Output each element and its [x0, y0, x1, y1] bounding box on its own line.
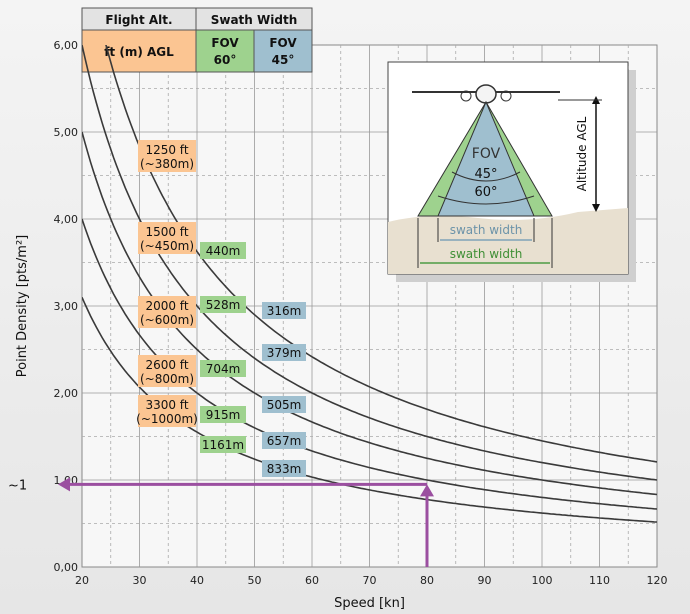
header-fov60-label: FOV [211, 36, 239, 50]
swath60-label: 440m [206, 244, 241, 258]
swath60-label: 1161m [202, 438, 244, 452]
altitude-label-box [138, 395, 196, 427]
header-flight-alt: Flight Alt. [105, 13, 172, 27]
altitude-label-m: (~1000m) [136, 412, 198, 426]
x-tick-label: 50 [248, 574, 262, 587]
altitude-label-m: (~600m) [140, 313, 194, 327]
x-tick-label: 70 [363, 574, 377, 587]
y-tick-label: 3,00 [54, 300, 79, 313]
swath45-label: 657m [267, 434, 302, 448]
swath60-label: 528m [206, 298, 241, 312]
altitude-label-m: (~450m) [140, 239, 194, 253]
airplane-engine-icon [460, 90, 472, 102]
y-tick-label: 5,00 [54, 126, 79, 139]
marker-value-label: ~1 [8, 478, 27, 493]
swath60-label-box [200, 296, 246, 313]
altitude-label-box [138, 296, 196, 328]
y-tick-label: 6,00 [54, 39, 79, 52]
header-fov45-label: FOV [269, 36, 297, 50]
header-fov60-box [195, 29, 255, 73]
swath60-label: 704m [206, 362, 241, 376]
inset-angle60-label: 60° [474, 185, 497, 200]
header-agl-box [81, 29, 197, 73]
swath60-label: 915m [206, 408, 241, 422]
altitude-label-ft: 1250 ft [145, 143, 188, 157]
x-axis-label: Speed [kn] [334, 596, 405, 611]
inset-angle45-label: 45° [474, 167, 497, 182]
swath60-label-box [200, 436, 246, 453]
altitude-arrow-head-down [592, 204, 600, 212]
x-tick-label: 80 [420, 574, 434, 587]
x-tick-label: 30 [133, 574, 147, 587]
y-tick-label: 0,00 [54, 561, 79, 574]
fov45-cone [437, 100, 535, 217]
airplane-engine-icon [500, 90, 512, 102]
inset-swath60-label: swath width [450, 247, 523, 261]
swath45-label-box [262, 302, 306, 319]
x-tick-label: 120 [647, 574, 668, 587]
swath60-label-box [200, 242, 246, 259]
swath45-label-box [262, 396, 306, 413]
angle45-arc [451, 171, 521, 182]
swath45-label-box [262, 432, 306, 449]
x-tick-label: 20 [75, 574, 89, 587]
altitude-label-ft: 2000 ft [145, 299, 188, 313]
header-fov45-angle: 45° [272, 53, 295, 67]
x-tick-label: 90 [478, 574, 492, 587]
angle60-arc [437, 195, 535, 205]
swath60-label-box [200, 360, 246, 377]
x-tick-label: 60 [305, 574, 319, 587]
series-line-3 [82, 131, 657, 496]
airplane-fuselage-icon [475, 84, 497, 104]
marker-arrow-left [58, 477, 70, 492]
altitude-label-m: (~380m) [140, 157, 194, 171]
altitude-label-m: (~800m) [140, 372, 194, 386]
altitude-label-ft: 1500 ft [145, 225, 188, 239]
x-tick-label: 40 [190, 574, 204, 587]
swath45-label-box [262, 460, 306, 477]
altitude-label-ft: 3300 ft [145, 398, 188, 412]
header-agl: ft (m) AGL [104, 45, 174, 59]
y-axis-label: Point Density [pts/m²] [15, 235, 30, 378]
swath45-label: 505m [267, 398, 302, 412]
swath45-label: 379m [267, 346, 302, 360]
inset-fov-label: FOV [472, 146, 501, 162]
marker-arrow-up [420, 484, 434, 497]
y-tick-label: 4,00 [54, 213, 79, 226]
x-tick-label: 110 [589, 574, 610, 587]
header-fov60-angle: 60° [214, 53, 237, 67]
swath45-label: 316m [267, 304, 302, 318]
x-tick-label: 100 [532, 574, 553, 587]
altitude-label-box [138, 355, 196, 387]
altitude-label-box [138, 222, 196, 254]
y-tick-label: 2,00 [54, 387, 79, 400]
inset-altitude-label: Altitude AGL [575, 116, 589, 191]
swath60-label-box [200, 406, 246, 423]
swath45-label: 833m [267, 462, 302, 476]
inset-ground [388, 208, 628, 274]
altitude-label-ft: 2600 ft [145, 358, 188, 372]
header-swath-width: Swath Width [211, 13, 298, 27]
swath45-label-box [262, 344, 306, 361]
series-line-2 [82, 45, 657, 481]
inset-swath45-label: swath width [450, 223, 523, 237]
altitude-label-box [138, 140, 196, 172]
header-fov45-box [253, 29, 313, 73]
